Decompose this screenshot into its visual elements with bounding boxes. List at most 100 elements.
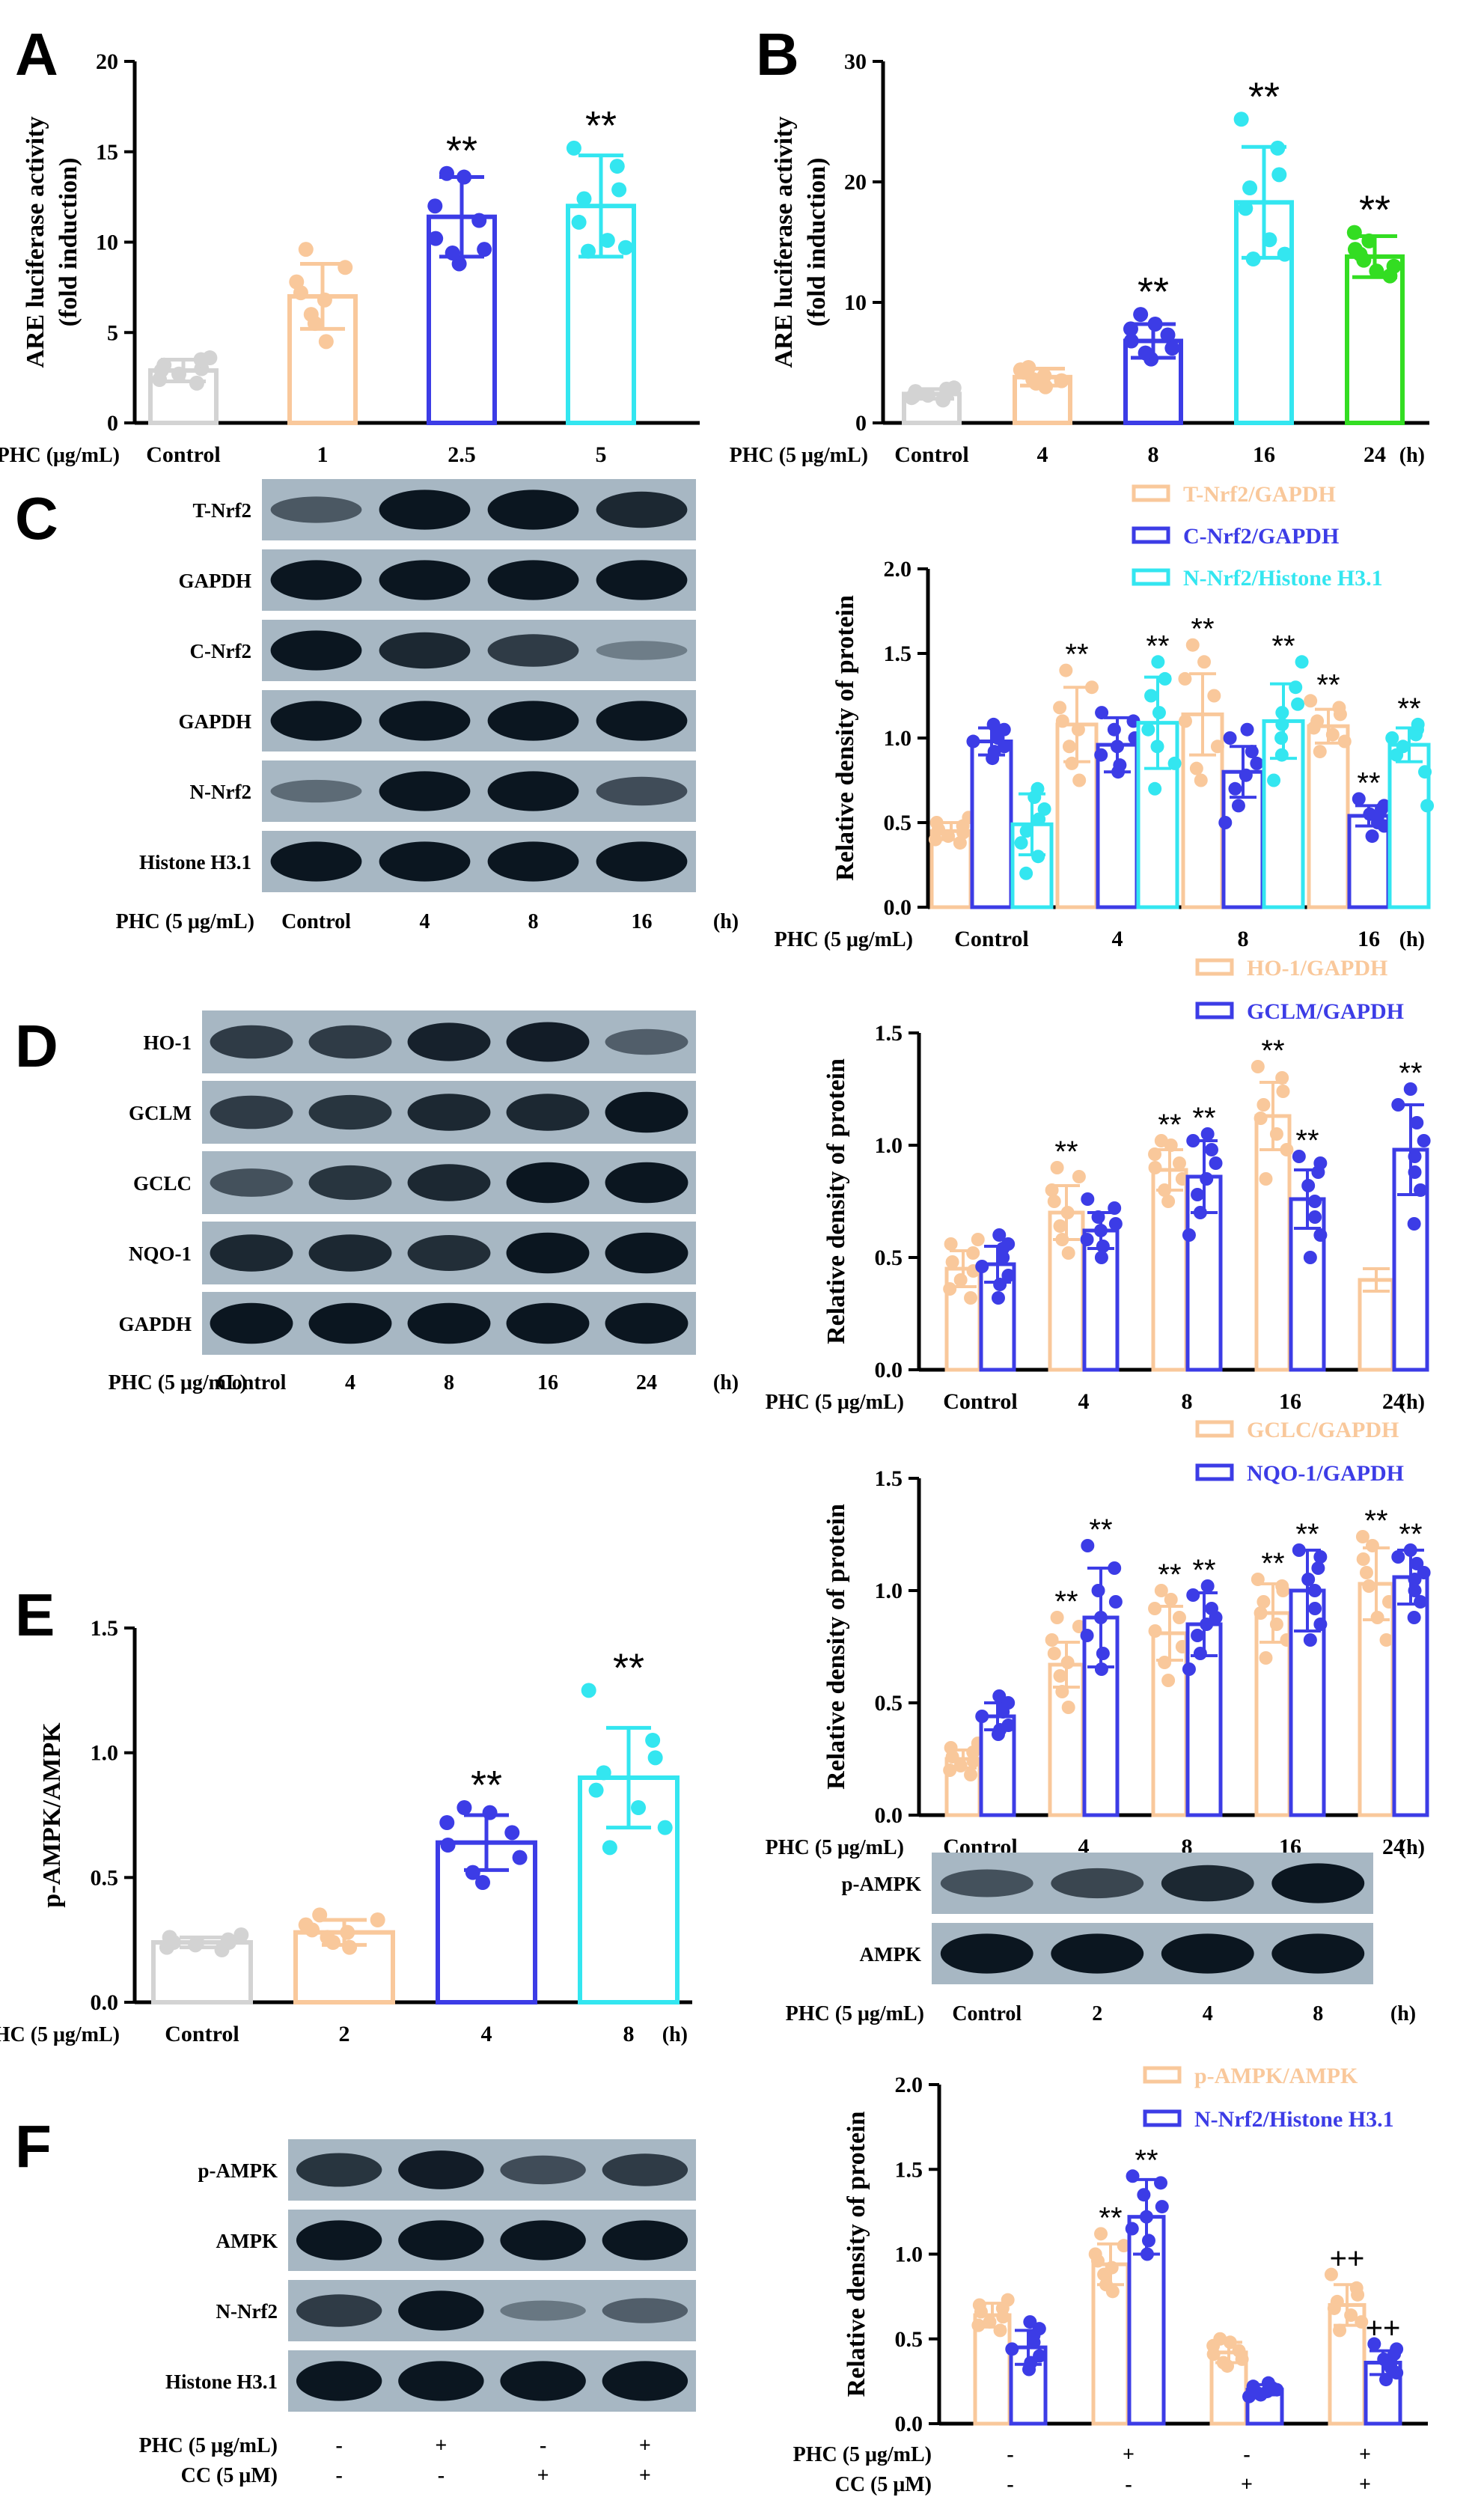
panel-c-significance: ** xyxy=(1357,766,1380,799)
panel-a-ytick-label: 20 xyxy=(96,49,118,74)
panel-b-data-point xyxy=(1270,140,1286,156)
panel-d-data-point xyxy=(964,1291,978,1305)
blot-c-lane-unit: (h) xyxy=(713,910,739,933)
panel-d2-data-point xyxy=(1275,1579,1289,1593)
panel-a-category-label: 2.5 xyxy=(448,442,476,467)
panel-d2-data-point xyxy=(1001,1719,1016,1732)
blot-f-blot-band xyxy=(296,2153,382,2187)
panel-c-legend-swatch xyxy=(1132,526,1170,544)
panel-c-x-unit: (h) xyxy=(1399,928,1425,951)
panel-d-data-point xyxy=(1313,1228,1328,1242)
panel-f-data-point xyxy=(1023,2315,1037,2329)
blot-c-blot-band xyxy=(379,490,471,530)
panel-a-data-point xyxy=(171,366,187,382)
panel-d-data-point xyxy=(1254,1112,1268,1125)
panel-b-category-label: 16 xyxy=(1253,442,1275,467)
blot-f-condition-sign: - xyxy=(335,2434,342,2457)
panel-d2-significance: ** xyxy=(1295,1518,1319,1551)
panel-d-data-point xyxy=(1303,1251,1317,1264)
panel-c-data-point xyxy=(1113,758,1127,772)
panel-b-data-point xyxy=(1238,201,1254,216)
panel-d-data-point xyxy=(1060,1206,1075,1219)
panel-d2-data-point xyxy=(1403,1543,1417,1557)
panel-b-data-point xyxy=(1233,112,1249,127)
panel-c-data-point xyxy=(1295,655,1309,669)
panel-letter-f: F xyxy=(15,2113,52,2180)
blot-f-western-blot: p-AMPK AMPK N-Nrf2 Histone H3.1 PHC (5 μg/mL… xyxy=(139,2139,696,2487)
panel-d2-data-point xyxy=(1200,1579,1215,1593)
panel-f-data-point xyxy=(1379,2373,1393,2387)
panel-d-data-point xyxy=(1200,1127,1215,1141)
panel-b-data-point xyxy=(1262,232,1277,248)
panel-d-data-point xyxy=(1307,1195,1322,1208)
panel-f-data-point xyxy=(1333,2323,1347,2338)
panel-f-data-point xyxy=(1005,2342,1019,2356)
panel-a-data-point xyxy=(609,159,625,174)
panel-d-significance: ** xyxy=(1192,1102,1215,1135)
panel-d2-significance: ** xyxy=(1364,1504,1387,1537)
panel-e-data-point xyxy=(320,1930,335,1945)
panel-d2-data-point xyxy=(1164,1593,1178,1606)
panel-d2-ytick-label: 0.5 xyxy=(875,1691,903,1716)
panel-e-data-point xyxy=(474,1875,490,1890)
panel-f-data-point xyxy=(1377,2352,1391,2366)
panel-c-data-point xyxy=(1210,740,1224,754)
panel-e-ytick-label: 1.5 xyxy=(91,1616,119,1641)
panel-b-data-point xyxy=(1054,373,1069,388)
panel-c-data-point xyxy=(1240,722,1254,737)
panel-d2-data-point xyxy=(1200,1618,1214,1631)
panel-d2-data-point xyxy=(1414,1595,1428,1609)
panel-f-data-point xyxy=(1349,2281,1364,2295)
panel-f-data-point xyxy=(1355,2315,1369,2329)
panel-f-data-point xyxy=(1094,2227,1108,2241)
panel-a-data-point xyxy=(189,375,204,391)
panel-d2-data-point xyxy=(944,1741,958,1754)
panel-b-category-label: 4 xyxy=(1037,442,1048,467)
panel-c-data-point xyxy=(1110,740,1124,754)
panel-d2-y-title: Relative density of protein xyxy=(822,1504,850,1790)
panel-a-category-label: Control xyxy=(146,442,220,467)
panel-e-data-point xyxy=(647,1750,663,1766)
panel-d-bar xyxy=(1358,1278,1395,1372)
blot-f-blot-band xyxy=(398,2150,484,2189)
panel-c-data-point xyxy=(1095,706,1109,720)
panel-d-data-point xyxy=(1080,1233,1094,1246)
panel-d2-significance: ** xyxy=(1261,1547,1284,1580)
panel-f-data-point xyxy=(993,2323,1007,2338)
panel-d2-data-point xyxy=(1161,1674,1176,1687)
blot-c-blot-band xyxy=(487,771,579,811)
panel-f-data-point xyxy=(1032,2322,1046,2336)
panel-d2-data-point xyxy=(1292,1543,1306,1557)
panel-c-data-point xyxy=(1148,781,1162,796)
panel-d-data-point xyxy=(1050,1161,1064,1174)
panel-d2-data-point xyxy=(1045,1633,1059,1647)
panel-c-data-point xyxy=(1239,768,1253,782)
panel-d2-legend-swatch xyxy=(1195,1420,1234,1438)
panel-d-data-point xyxy=(1154,1134,1168,1147)
blot-e-blot-band xyxy=(940,1933,1033,1974)
panel-e-data-point xyxy=(298,1917,314,1933)
panel-e-data-point xyxy=(596,1765,611,1781)
panel-b-data-point xyxy=(1386,258,1402,274)
blot-c-lane-label: 16 xyxy=(632,910,653,933)
panel-d2-data-point xyxy=(1365,1539,1379,1552)
panel-f-y-title: Relative density of protein xyxy=(843,2111,870,2397)
panel-b-data-point xyxy=(1021,359,1036,375)
panel-f-legend-swatch xyxy=(1143,2109,1182,2127)
panel-d2-data-point xyxy=(1359,1566,1373,1579)
panel-d-legend-swatch xyxy=(1195,1002,1234,1019)
blot-d-lane-label: 24 xyxy=(636,1371,657,1394)
panel-d2-data-point xyxy=(1072,1620,1086,1633)
panel-f-data-point xyxy=(1139,2210,1153,2224)
blot-e-blot-band xyxy=(1051,1868,1144,1899)
blot-f-condition-label: PHC (5 μg/mL) xyxy=(139,2434,278,2457)
panel-d2-x-unit: (h) xyxy=(1399,1836,1425,1859)
panel-d-data-point xyxy=(1410,1116,1424,1129)
panel-d2-data-point xyxy=(975,1710,989,1723)
panel-e-category-label: 8 xyxy=(623,2022,635,2046)
blot-d-blot-band xyxy=(605,1162,688,1204)
panel-c-data-point xyxy=(1167,756,1182,770)
panel-c-data-point xyxy=(1094,748,1108,762)
panel-d2-data-point xyxy=(1251,1573,1265,1586)
panel-d2-data-point xyxy=(1096,1647,1110,1660)
